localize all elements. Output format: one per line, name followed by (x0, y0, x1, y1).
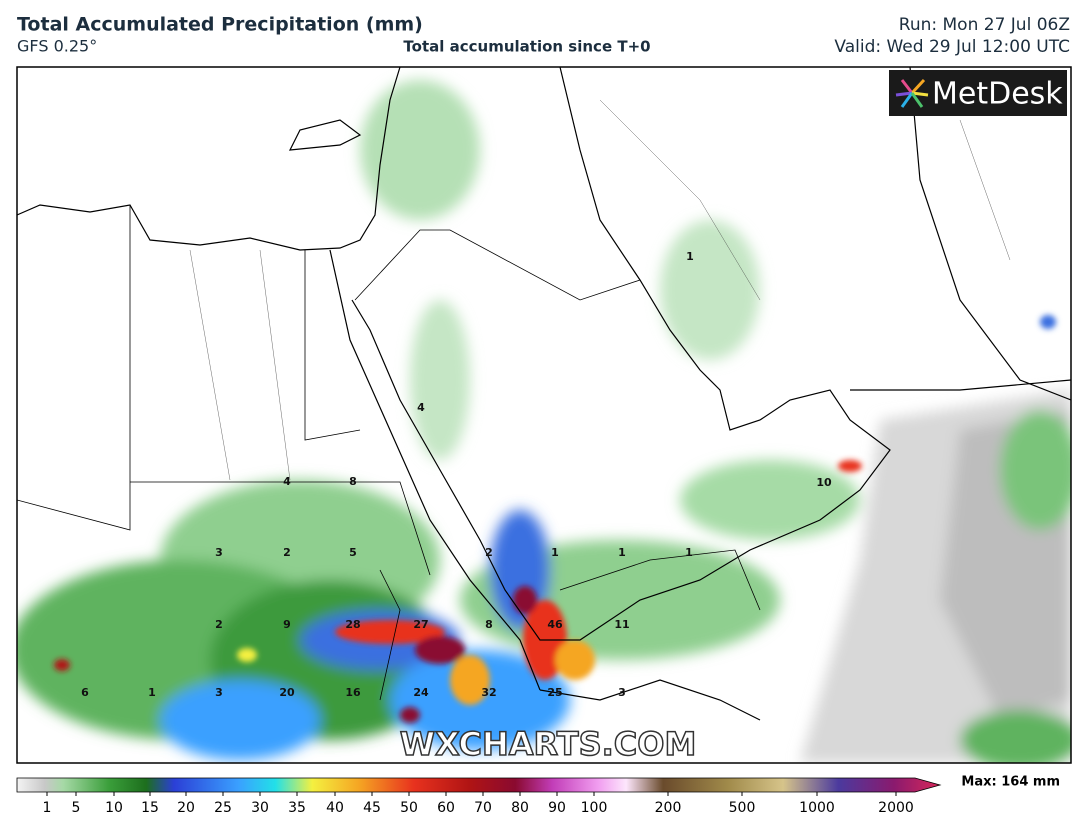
map-value: 3 (215, 686, 223, 699)
map-value: 3 (215, 546, 223, 559)
colorbar-tick-label: 35 (288, 800, 306, 816)
map-value: 2 (485, 546, 493, 559)
colorbar-tick-label: 1 (43, 800, 52, 816)
precip-cores (54, 315, 1056, 723)
colorbar-tick-label: 15 (141, 800, 159, 816)
map-value: 9 (283, 618, 291, 631)
map-value: 24 (413, 686, 429, 699)
colorbar-tick-label: 60 (437, 800, 455, 816)
map-value: 25 (547, 686, 562, 699)
map-value: 6 (81, 686, 89, 699)
colorbar-tick-label: 100 (581, 800, 608, 816)
colorbar-tick-label: 10 (105, 800, 123, 816)
map-value: 5 (349, 546, 357, 559)
colorbar-tick-label: 90 (548, 800, 566, 816)
colorbar-tick-label: 40 (326, 800, 344, 816)
map-value: 11 (614, 618, 629, 631)
map-value: 46 (547, 618, 563, 631)
map-value: 27 (413, 618, 428, 631)
colorbar: 1 5 10 15 20 25 30 35 40 45 50 60 70 80 90 100 200 500 100… (16, 775, 1060, 816)
admin-lines (189, 99, 1011, 481)
colorbar-tick-label: 1000 (799, 800, 835, 816)
run-time: Run: Mon 27 Jul 06Z (899, 15, 1070, 35)
map-value: 1 (148, 686, 156, 699)
valid-time: Valid: Wed 29 Jul 12:00 UTC (834, 37, 1070, 57)
colorbar-tick-label: 25 (214, 800, 232, 816)
map-value: 4 (417, 401, 425, 414)
map-value: 4 (283, 475, 291, 488)
map-value: 3 (618, 686, 626, 699)
colorbar-tick-label: 30 (251, 800, 269, 816)
max-label: Max: 164 mm (961, 775, 1060, 790)
map-value: 2 (215, 618, 223, 631)
colorbar-tick-label: 2000 (878, 800, 914, 816)
map-value: 28 (345, 618, 360, 631)
subtitle: Total accumulation since T+0 (403, 38, 650, 56)
map-value: 1 (686, 250, 694, 263)
coastlines (17, 67, 1071, 721)
map-value: 2 (283, 546, 291, 559)
map-frame (16, 66, 1072, 764)
model: GFS 0.25° (17, 37, 97, 56)
map-value: 1 (618, 546, 626, 559)
logo: MetDesk (889, 70, 1067, 116)
map-value: 8 (485, 618, 493, 631)
colorbar-tick-label: 45 (363, 800, 381, 816)
map-value: 32 (481, 686, 496, 699)
colorbar-tick-label: 200 (655, 800, 682, 816)
map-value: 20 (279, 686, 295, 699)
map-value: 10 (816, 476, 832, 489)
logo-text: MetDesk (932, 77, 1063, 112)
map-value: 1 (685, 546, 693, 559)
colorbar-tick-label: 20 (177, 800, 195, 816)
map-value: 1 (551, 546, 559, 559)
colorbar-tick-label: 500 (729, 800, 756, 816)
colorbar-tick-label: 5 (72, 800, 81, 816)
colorbar-tick-label: 70 (474, 800, 492, 816)
borders (17, 205, 761, 701)
colorbar-tick-label: 80 (511, 800, 529, 816)
colorbar-tick-label: 50 (400, 800, 418, 816)
map-value: 8 (349, 475, 357, 488)
title: Total Accumulated Precipitation (mm) (17, 14, 423, 36)
map-value: 16 (345, 686, 361, 699)
watermark: WXCHARTS.COM (400, 725, 697, 763)
